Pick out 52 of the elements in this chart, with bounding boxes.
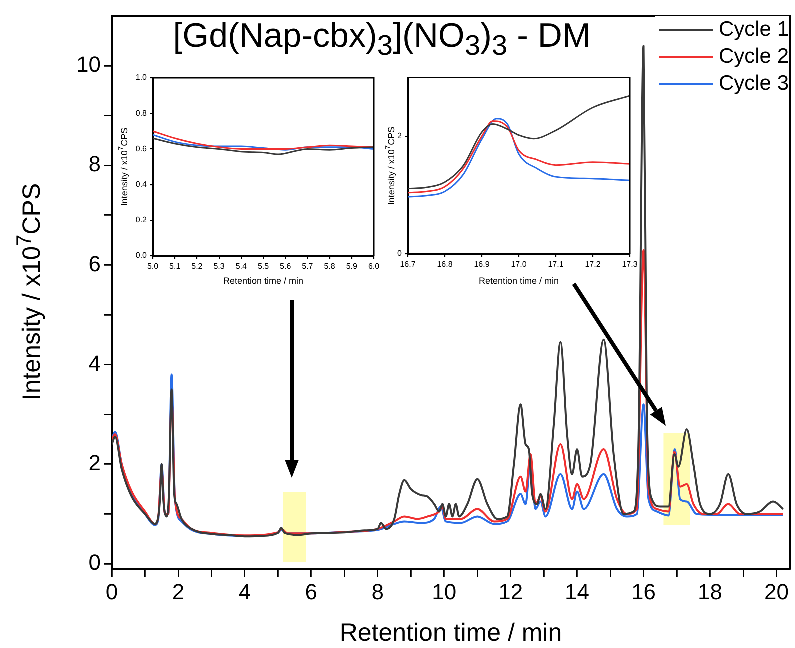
line-series (153, 138, 374, 156)
x-tick-label: 4 (238, 579, 252, 604)
x-tick-label: 5.1 (170, 262, 182, 272)
x-tick-label: 16 (632, 579, 656, 604)
x-tick-label: 16.7 (400, 260, 416, 270)
x-tick-label: 6 (305, 579, 318, 604)
x-tick-label: 0 (106, 579, 118, 604)
x-tick-label: 16.8 (437, 260, 454, 270)
y-tick-label: 0.6 (136, 144, 148, 154)
x-tick-label: 5.5 (258, 262, 270, 272)
x-tick-label: 17.3 (622, 260, 638, 270)
x-tick-label: 8 (372, 579, 384, 604)
x-tick-label: 5.6 (280, 262, 292, 272)
x-axis-title: Retention time / min (338, 619, 564, 648)
x-tick-label: 6.0 (368, 262, 380, 272)
y-tick-label: 4 (88, 350, 101, 376)
x-tick-label: 2 (172, 579, 185, 604)
x-axis-title: Retention time / min (478, 276, 560, 286)
x-tick-label: 14 (565, 579, 590, 604)
x-axis-title: Retention time / min (222, 276, 305, 286)
x-tick-label: 17.1 (548, 260, 564, 270)
x-tick-label: 5.9 (346, 262, 358, 272)
y-tick-label: 1.0 (136, 73, 148, 82)
x-tick-label: 5.2 (192, 262, 204, 272)
y-tick-label: 0.2 (136, 216, 148, 225)
x-tick-label: 5.3 (214, 262, 226, 272)
x-tick-label: 5.8 (324, 262, 336, 272)
line-series (112, 249, 784, 537)
line-series (153, 134, 374, 151)
line-series (153, 130, 374, 150)
x-tick-label: 17.0 (511, 260, 528, 270)
y-tick-label: 0.8 (136, 108, 148, 118)
legend-label: Cycle 3 (718, 71, 789, 97)
x-tick-label: 12 (498, 579, 524, 604)
line-series (408, 95, 630, 190)
x-tick-label: 20 (764, 579, 789, 604)
x-tick-label: 17.2 (585, 260, 602, 270)
y-tick-label: 0.0 (136, 251, 148, 260)
legend-label: Cycle 2 (718, 44, 789, 70)
chart-title: [Gd(Nap-cbx)$_{3}$](NO$_{3}$)$_{3}$ - DM (172, 16, 592, 64)
x-tick-label: 16.9 (474, 260, 490, 270)
x-tick-label: 10 (432, 579, 457, 604)
y-tick-label: 0.4 (136, 180, 148, 190)
x-tick-label: 5.7 (302, 262, 314, 272)
y-tick-label: 2 (88, 450, 101, 476)
legend-label: Cycle 1 (718, 17, 789, 43)
x-tick-label: 5.0 (147, 262, 160, 272)
x-tick-label: 5.4 (236, 262, 248, 272)
y-tick-label: 10 (76, 52, 101, 78)
y-tick-label: 0 (88, 550, 101, 576)
x-tick-label: 18 (698, 579, 722, 604)
y-tick-label: 8 (88, 152, 101, 177)
